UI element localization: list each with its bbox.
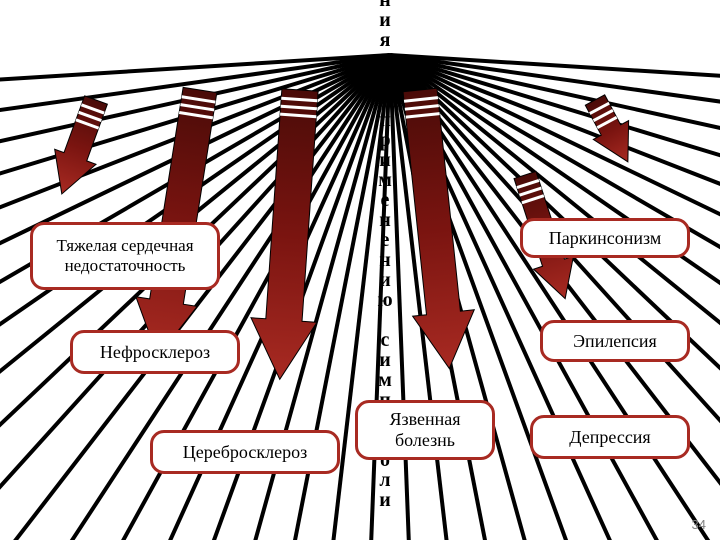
concept-box-b4: Язвенная болезнь [355, 400, 495, 460]
concept-box-b7: Депрессия [530, 415, 690, 459]
concept-label: Паркинсонизм [549, 228, 662, 249]
concept-label: Язвенная болезнь [368, 409, 482, 451]
concept-label: Депрессия [569, 427, 650, 448]
concept-box-b3r: Церебросклероз [150, 430, 340, 474]
concept-box-b2: Нефросклероз [70, 330, 240, 374]
page-number: 34 [692, 517, 706, 532]
concept-label: Нефросклероз [100, 342, 210, 363]
concept-label: Эпилепсия [573, 331, 657, 352]
concept-box-b5: Паркинсонизм [520, 218, 690, 258]
concept-label: Тяжелая сердечная недостаточность [43, 236, 207, 276]
diagram-stage: н и я к п р и м е н е н и ю с и м п а т … [0, 0, 720, 540]
concept-box-b1: Тяжелая сердечная недостаточность [30, 222, 220, 290]
concept-box-b6: Эпилепсия [540, 320, 690, 362]
concept-label: Церебросклероз [183, 442, 307, 463]
